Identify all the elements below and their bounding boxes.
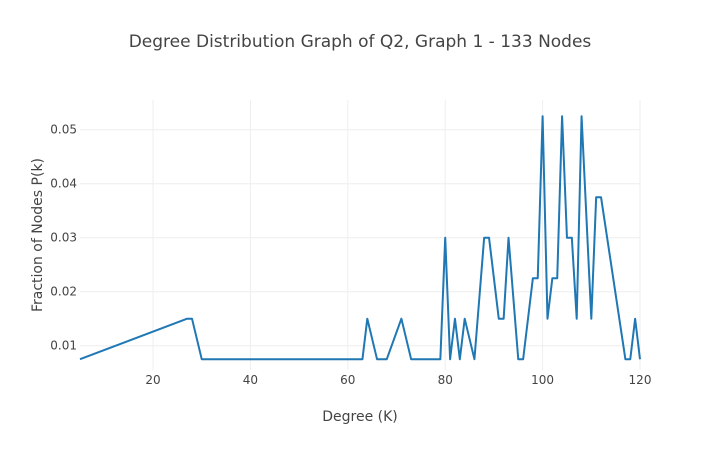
x-axis-ticks: 20 40 60 80 100 120 xyxy=(145,373,651,387)
x-tick-label: 120 xyxy=(629,373,652,387)
x-tick-label: 80 xyxy=(438,373,453,387)
gridlines xyxy=(80,100,641,370)
y-tick-label: 0.03 xyxy=(50,231,77,245)
x-tick-label: 100 xyxy=(531,373,554,387)
x-tick-label: 20 xyxy=(145,373,160,387)
x-tick-label: 40 xyxy=(243,373,258,387)
y-axis-label: Fraction of Nodes P(k) xyxy=(30,157,46,313)
y-tick-label: 0.05 xyxy=(50,123,77,137)
y-tick-label: 0.02 xyxy=(50,285,77,299)
x-tick-label: 60 xyxy=(340,373,355,387)
y-axis-ticks: 0.01 0.02 0.03 0.04 0.05 xyxy=(50,123,77,353)
y-tick-label: 0.01 xyxy=(50,339,77,353)
series-line xyxy=(79,115,641,361)
chart-title: Degree Distribution Graph of Q2, Graph 1… xyxy=(128,32,592,52)
x-axis-label: Degree (K) xyxy=(322,409,398,425)
y-tick-label: 0.04 xyxy=(50,177,77,191)
series-lines xyxy=(79,115,641,361)
